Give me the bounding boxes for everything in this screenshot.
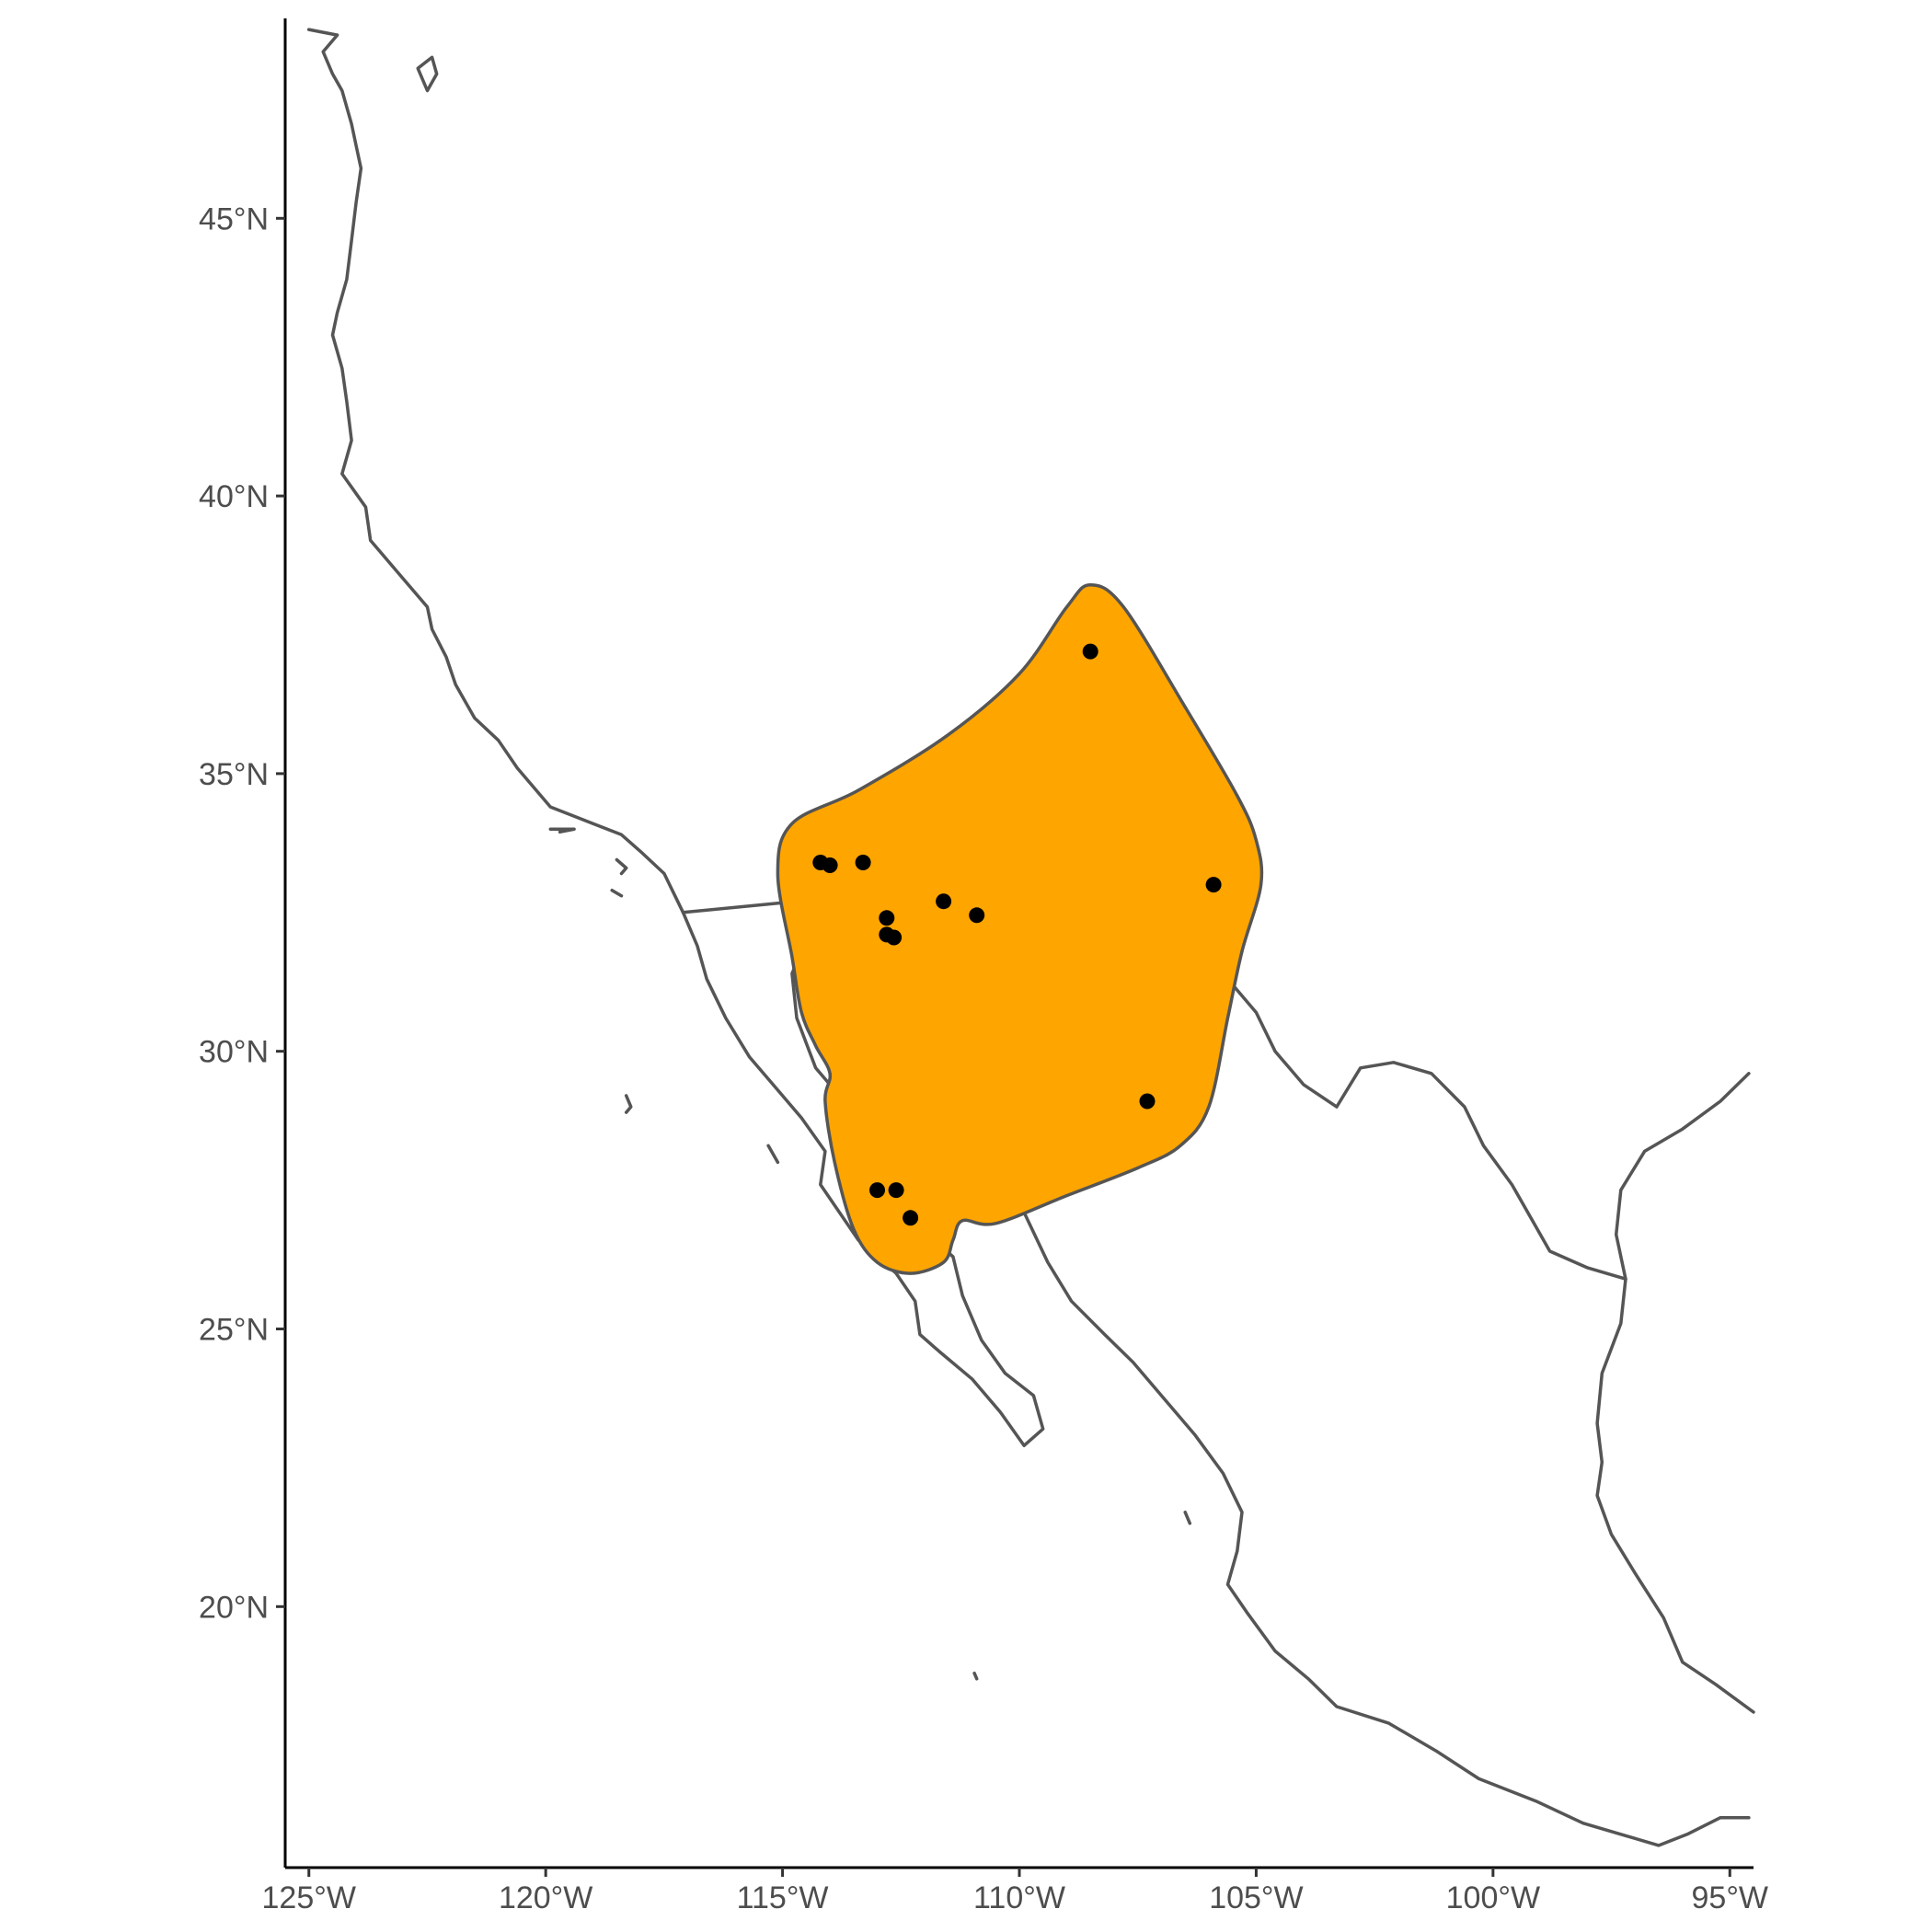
coastline-7	[624, 1094, 633, 1114]
occurrence-point-0	[1082, 643, 1098, 660]
occurrence-point-8	[879, 910, 895, 926]
y-axis-ticks: 45°N 40°N 35°N 30°N 25°N 20°N	[199, 201, 285, 1625]
y-tick-label: 45°N	[199, 201, 269, 236]
y-tick-label: 40°N	[199, 479, 269, 514]
coastline-10	[972, 1671, 979, 1681]
coastline-1	[1595, 1072, 1755, 1714]
y-tick-label: 25°N	[199, 1313, 269, 1348]
x-axis-ticks: 125°W 120°W 115°W 110°W 105°W 100°W 95°W	[262, 1868, 1768, 1915]
coastline-2	[1230, 983, 1627, 1281]
y-tick-label: 30°N	[199, 1035, 269, 1070]
y-tick-label: 35°N	[199, 757, 269, 792]
coastline-8	[766, 1144, 780, 1165]
x-tick-label: 95°W	[1692, 1880, 1769, 1915]
coastline-3	[681, 899, 799, 914]
coastline-11	[416, 55, 439, 93]
occurrence-point-1	[1205, 877, 1222, 893]
occurrence-point-2	[1139, 1093, 1156, 1110]
x-tick-label: 100°W	[1446, 1880, 1540, 1915]
occurrence-point-5	[855, 855, 871, 870]
x-tick-label: 115°W	[737, 1880, 829, 1915]
x-tick-label: 105°W	[1209, 1880, 1303, 1915]
coastline-6	[610, 888, 624, 898]
coastline-4	[615, 857, 628, 876]
occurrence-points-layer	[812, 643, 1222, 1226]
occurrence-point-13	[903, 1210, 919, 1226]
coastline-0	[306, 28, 1751, 1847]
occurrence-point-10	[886, 929, 903, 946]
x-tick-label: 125°W	[262, 1880, 356, 1915]
occurrence-point-4	[822, 857, 838, 873]
coastline-9	[1183, 1510, 1192, 1525]
occurrence-point-7	[969, 907, 985, 924]
coastline-5	[548, 827, 576, 834]
occurrence-point-6	[936, 893, 952, 910]
occurrence-point-12	[888, 1182, 904, 1199]
x-tick-label: 120°W	[499, 1880, 592, 1915]
occurrence-point-11	[869, 1182, 885, 1199]
x-tick-label: 110°W	[973, 1880, 1065, 1915]
species-range-polygon	[776, 582, 1264, 1275]
y-tick-label: 20°N	[199, 1590, 269, 1625]
coastline-layer	[306, 28, 1755, 1847]
